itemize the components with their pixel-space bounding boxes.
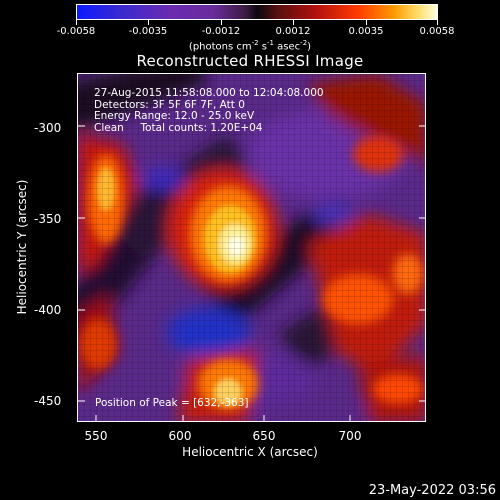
info-energy-range: Energy Range: 12.0 - 25.0 keV [94,110,255,122]
x-tick-label: 700 [338,429,362,443]
y-tick-label: -350 [34,212,62,226]
colorbar-tick-label: -0.0035 [128,26,168,37]
colorbar-tick-label: -0.0058 [56,26,96,37]
rhessi-image-map [78,74,425,421]
colorbar [76,4,438,20]
colorbar-tick [437,20,438,25]
info-detectors: Detectors: 3F 5F 6F 7F, Att 0 [94,98,245,111]
rhessi-image: 27-Aug-2015 11:58:08.000 to 12:04:08.000… [77,73,426,422]
x-axis-label: Heliocentric X (arcsec) [182,445,318,459]
colorbar-tick [76,20,77,25]
colorbar-tick-label: -0.0012 [201,26,241,37]
y-tick-label: -300 [34,121,62,135]
colorbar-tick [148,20,149,25]
colorbar-tick [366,20,367,25]
image-title: Reconstructed RHESSI Image [136,52,364,70]
colorbar-units: (photons cm-2 s-1 asec-2) [188,39,312,53]
info-time-range: 27-Aug-2015 11:58:08.000 to 12:04:08.000 [94,87,324,99]
y-tick-label: -400 [34,303,62,317]
info-peak-position: Position of Peak = [632,-363] [95,397,249,409]
y-axis-label: Heliocentric Y (arcsec) [15,179,29,315]
colorbar-tick [293,20,294,25]
info-clean-counts: Clean Total counts: 1.20E+04 [94,121,263,134]
colorbar-tick-label: 0.0058 [419,26,455,37]
colorbar-tick-label: 0.0035 [348,26,384,37]
x-tick-label: 550 [84,429,108,443]
colorbar-tick [221,20,222,25]
timestamp: 23-May-2022 03:56 [368,483,496,498]
x-tick-label: 650 [252,429,276,443]
x-tick-label: 600 [168,429,192,443]
y-tick-label: -450 [34,394,62,408]
colorbar-tick-label: 0.0012 [275,26,311,37]
